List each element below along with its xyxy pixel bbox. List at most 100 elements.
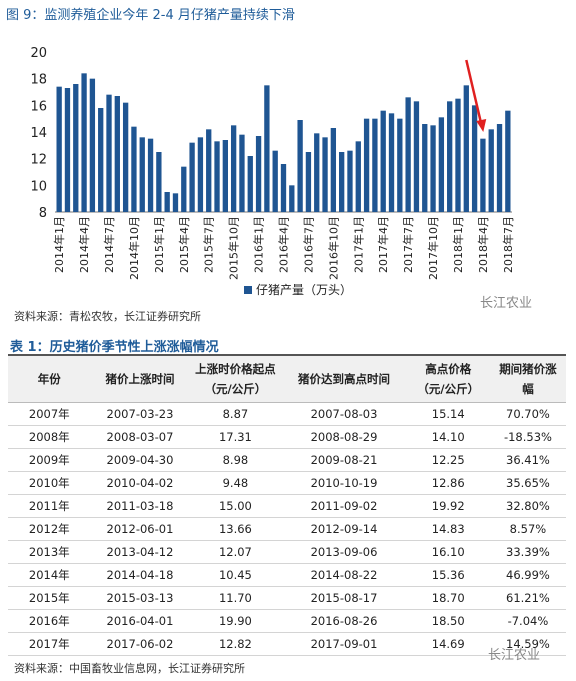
table-row: 2009年 2009-04-30 8.98 2009-08-21 12.25 36.41% (8, 448, 566, 472)
bar (471, 105, 478, 212)
x-tick-label: 2015年4月 (177, 216, 191, 273)
bar (164, 192, 170, 212)
x-tick-label: 2014年4月 (77, 216, 91, 273)
y-tick-label: 10 (30, 179, 47, 194)
x-tick-label: 2017年7月 (401, 216, 415, 273)
table-cell: 2008-03-07 (90, 425, 190, 449)
bar (339, 152, 345, 212)
table-cell: 14.59% (489, 632, 566, 656)
table-cell: 46.99% (489, 563, 566, 587)
bar (405, 97, 411, 212)
header-text: 年份 (37, 372, 61, 386)
data-table: 年份 猪价上涨时间 上涨时价格起点 （元/公斤） 猪价达到高点时间 高点价格 （元/公斤） 期… (8, 354, 566, 656)
bar (214, 141, 220, 212)
table-cell: 10.45 (189, 563, 282, 587)
table-cell: 16.10 (406, 540, 490, 564)
table-cell: 35.65% (489, 471, 566, 495)
annotation-arrow (465, 59, 483, 125)
table-cell: 18.70 (406, 586, 490, 610)
bar (255, 136, 262, 212)
bar (289, 185, 295, 212)
bar (355, 141, 361, 212)
bar (363, 118, 370, 212)
table-row: 2007年 2007-03-23 8.87 2007-08-03 15.14 70.70% (8, 402, 566, 426)
table-cell: 18.50 (406, 609, 490, 633)
bar (172, 193, 179, 212)
table-cell: 2010-04-02 (90, 471, 190, 495)
bar (388, 113, 395, 212)
bar (305, 152, 312, 212)
bar (147, 138, 154, 212)
chart: 8 10 12 14 16 18 20 2014年1月 2014年4月 2014年7月 2014年1… (30, 46, 514, 297)
header-text: （元/公斤） (204, 382, 267, 396)
bar (156, 152, 162, 212)
table-cell: 8.57% (489, 517, 566, 541)
table-cell: 61.21% (489, 586, 566, 610)
annotation-arrowhead (476, 119, 487, 132)
bar (272, 150, 278, 212)
x-tick-label: 2016年4月 (277, 216, 291, 273)
x-tick-label: 2017年4月 (376, 216, 390, 273)
bar (64, 88, 71, 212)
table-cell: 12.07 (189, 540, 282, 564)
table-row: 2013年 2013-04-12 12.07 2013-09-06 16.10 33.39… (8, 540, 566, 564)
table-cell: 2009-04-30 (90, 448, 190, 472)
table-cell: 11.70 (189, 586, 282, 610)
table-cell: 2015年 (8, 586, 91, 610)
table-cell: 12.25 (406, 448, 490, 472)
header-cell: 猪价上涨时间 (90, 354, 190, 403)
bar (81, 73, 87, 212)
table-cell: 14.83 (406, 517, 490, 541)
bar (56, 86, 62, 212)
bar (447, 101, 453, 212)
bar (438, 117, 445, 212)
table-cell: 2012年 (8, 517, 91, 541)
table-cell: 17.31 (189, 425, 282, 449)
x-tick-label: 2016年10月 (326, 216, 340, 280)
table-row: 2011年 2011-03-18 15.00 2011-09-02 19.92 32.80… (8, 494, 566, 518)
x-tick-label: 2018年4月 (476, 216, 490, 273)
y-tick-label: 8 (39, 206, 47, 221)
bar (197, 137, 204, 212)
watermark: 长江农业 (480, 296, 533, 311)
table-row: 2017年 2017-06-02 12.82 2017-09-01 14.69 14.59… (8, 632, 566, 656)
bar (297, 120, 303, 212)
header-text: 高点价格 (425, 362, 472, 376)
bar (239, 134, 245, 212)
table-cell: 70.70% (489, 402, 566, 426)
table-cell: 2017年 (8, 632, 91, 656)
table-row: 2015年 2015-03-13 11.70 2015-08-17 18.70 61.21… (8, 586, 566, 610)
table-cell: 15.00 (189, 494, 282, 518)
table-cell: 2007-08-03 (281, 402, 407, 426)
table-cell: 2011年 (8, 494, 91, 518)
header-text: 猪价上涨时间 (105, 372, 175, 386)
bar (413, 101, 420, 212)
x-tick-label: 2014年7月 (102, 216, 116, 273)
bar (422, 124, 428, 212)
table-cell: 2010-10-19 (281, 471, 407, 495)
bar (488, 129, 494, 212)
bar (322, 137, 328, 212)
bar (347, 150, 353, 212)
x-tick-label: 2015年1月 (152, 216, 166, 273)
table-row: 2008年 2008-03-07 17.31 2008-08-29 14.10 -18.5… (8, 425, 566, 449)
table-cell: 19.90 (189, 609, 282, 633)
table-cell: 9.48 (189, 471, 282, 495)
bar (189, 142, 195, 212)
x-tick-label: 2017年1月 (351, 216, 365, 273)
table-cell: 13.66 (189, 517, 282, 541)
table-cell: 2015-03-13 (90, 586, 190, 610)
bar (206, 129, 212, 212)
table-cell: 8.98 (189, 448, 282, 472)
table-cell: 33.39% (489, 540, 566, 564)
table-row: 2012年 2012-06-01 13.66 2012-09-14 14.83 8.57% (8, 517, 566, 541)
bar (181, 166, 187, 212)
x-tick-label: 2015年10月 (227, 216, 241, 280)
table-cell: 36.41% (489, 448, 566, 472)
table-cell: 2014-08-22 (281, 563, 407, 587)
bar (314, 133, 320, 212)
table-cell: 14.69 (406, 632, 490, 656)
table-source: 资料来源：中国畜牧业信息网，长江证券研究所 (14, 662, 245, 675)
y-tick-label: 14 (30, 126, 47, 141)
table-row: 2016年 2016-04-01 19.90 2016-08-26 18.50 -7.04… (8, 609, 566, 633)
